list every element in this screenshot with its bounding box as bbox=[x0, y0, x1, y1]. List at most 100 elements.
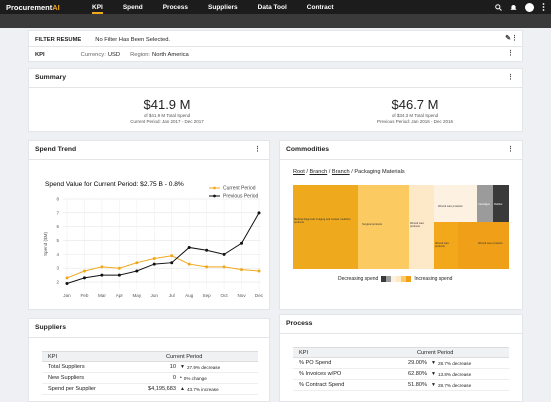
legend-marker bbox=[213, 186, 216, 190]
crumb-branch-1[interactable]: Branch bbox=[309, 169, 328, 175]
table-row[interactable]: Spend per Supplier $4,195,683 ▲ 43.7% incre… bbox=[42, 384, 258, 395]
summary-menu-icon[interactable]: ⋮ bbox=[507, 74, 514, 81]
chart-title: Spend Value for Current Period: $2.75 B … bbox=[45, 181, 184, 188]
treemap-cell[interactable]: Wound care products bbox=[434, 222, 458, 269]
more-vertical-icon[interactable] bbox=[542, 3, 545, 11]
nav-process[interactable]: Process bbox=[162, 3, 189, 11]
data-point bbox=[65, 281, 69, 285]
data-point bbox=[170, 261, 174, 265]
data-point bbox=[117, 266, 121, 270]
kpi-label: KPI bbox=[35, 51, 45, 58]
y-tick-label: 6 bbox=[56, 224, 59, 229]
current-spend-total: of $41.9 M Total Spend bbox=[143, 113, 191, 118]
edit-filter-icon[interactable]: ✎⋮ bbox=[505, 35, 518, 42]
col-current-period: Current Period bbox=[166, 353, 203, 360]
region-value[interactable]: North America bbox=[152, 51, 189, 58]
nav-suppliers[interactable]: Suppliers bbox=[208, 3, 238, 11]
summary-panel: Summary ⋮ $41.9 M of $41.9 M Total Spend… bbox=[28, 68, 523, 132]
x-tick-label: Jul bbox=[169, 293, 175, 298]
spend-trend-panel: Spend Trend ⋮ Spend Value for Current Pe… bbox=[28, 140, 270, 310]
data-point bbox=[170, 254, 174, 258]
bell-icon[interactable] bbox=[510, 4, 517, 11]
nav-contract[interactable]: Contract bbox=[306, 3, 334, 11]
currency-value[interactable]: USD bbox=[107, 51, 121, 58]
filter-panel: FILTER RESUME No Filter Has Been Selecte… bbox=[28, 30, 523, 62]
crumb-current: Packaging Materials bbox=[354, 169, 405, 175]
suppliers-table: KPI Current Period Total Suppliers 10 ▼ 27.9… bbox=[42, 351, 258, 395]
data-point bbox=[187, 245, 191, 249]
nav-spend[interactable]: Spend bbox=[122, 3, 143, 11]
filter-label: FILTER RESUME bbox=[35, 36, 82, 43]
treemap-cell[interactable]: Wound care products bbox=[409, 185, 434, 269]
commodities-menu-icon[interactable]: ⋮ bbox=[507, 146, 514, 153]
spend-trend-title: Spend Trend bbox=[35, 146, 77, 153]
suppliers-title: Suppliers bbox=[35, 324, 66, 331]
x-tick-label: Sep bbox=[203, 293, 212, 298]
data-point bbox=[257, 269, 261, 273]
data-point bbox=[135, 269, 139, 273]
data-point bbox=[100, 265, 104, 269]
data-point bbox=[205, 248, 209, 252]
commodities-title: Commodities bbox=[286, 146, 330, 153]
table-row[interactable]: % Invoices w/PO 62.80% ▼ 13.8% decrease bbox=[293, 369, 509, 380]
series-line-previous bbox=[66, 212, 260, 284]
currency-label: Currency: bbox=[80, 51, 106, 58]
x-tick-label: Apr bbox=[116, 293, 124, 298]
crumb-branch-2[interactable]: Branch bbox=[331, 169, 350, 175]
col-kpi: KPI bbox=[48, 353, 58, 360]
y-tick-label: 2 bbox=[56, 280, 59, 285]
commodities-treemap: Medical diagnostic imaging and nuclear m… bbox=[293, 185, 509, 269]
treemap-cell[interactable]: Wound care products bbox=[434, 185, 477, 222]
data-point bbox=[240, 241, 244, 245]
treemap-cell[interactable]: Medical diagnostic imaging and nuclear m… bbox=[293, 185, 358, 269]
data-point bbox=[152, 257, 156, 261]
crumb-root[interactable]: Root bbox=[293, 169, 305, 175]
search-icon[interactable] bbox=[495, 3, 502, 11]
y-tick-label: 3 bbox=[56, 266, 59, 271]
process-title: Process bbox=[286, 320, 313, 327]
app-logo[interactable]: ProcurementAI bbox=[6, 2, 60, 12]
treemap-cell[interactable]: Wound care products bbox=[458, 222, 509, 269]
col-current-period: Current Period bbox=[417, 349, 454, 356]
col-kpi: KPI bbox=[299, 349, 309, 356]
sub-header-bar bbox=[0, 14, 551, 28]
spend-trend-menu-icon[interactable]: ⋮ bbox=[254, 146, 261, 153]
current-spend-value: $41.9 M bbox=[143, 97, 191, 112]
x-tick-label: Dec bbox=[255, 293, 264, 298]
y-tick-label: 7 bbox=[56, 210, 59, 215]
legend-marker bbox=[213, 194, 216, 198]
nav-data-tool[interactable]: Data Tool bbox=[257, 3, 287, 11]
table-row[interactable]: % Contract Spend 51.80% ▼ 28.7% decrease bbox=[293, 380, 509, 391]
x-tick-label: Aug bbox=[185, 293, 194, 298]
data-point bbox=[187, 262, 191, 266]
kpi-menu-icon[interactable]: ⋮ bbox=[507, 50, 514, 57]
commodities-panel: Commodities ⋮ Root / Branch / Branch / P… bbox=[279, 140, 523, 310]
data-point bbox=[222, 265, 226, 269]
top-navigation-bar: ProcurementAI KPI Spend Process Supplier… bbox=[0, 0, 551, 14]
region-label: Region: bbox=[130, 51, 151, 58]
x-tick-label: Jan bbox=[63, 293, 71, 298]
legend-increasing: Increasing spend bbox=[414, 276, 453, 282]
data-point bbox=[117, 273, 121, 277]
treemap-cell[interactable]: Cartridges bbox=[477, 185, 493, 222]
x-tick-label: Oct bbox=[221, 293, 229, 298]
x-tick-label: Nov bbox=[237, 293, 246, 298]
table-row[interactable]: New Suppliers 0 • 0% change bbox=[42, 373, 258, 384]
spend-trend-chart: Spend Value for Current Period: $2.75 B … bbox=[43, 181, 264, 298]
filter-value: No Filter Has Been Selected. bbox=[95, 36, 171, 43]
legend-label: Current Period bbox=[223, 186, 256, 192]
treemap-cell[interactable]: Rubber bbox=[493, 185, 509, 222]
table-row[interactable]: Total Suppliers 10 ▼ 27.9% decrease bbox=[42, 362, 258, 373]
process-panel: Process KPI Current Period % PO Spend 29.0… bbox=[279, 314, 523, 402]
legend-label: Previous Period bbox=[223, 194, 259, 200]
data-point bbox=[65, 276, 69, 280]
nav-kpi[interactable]: KPI bbox=[92, 3, 103, 14]
treemap-legend: Decreasing spend Increasing spend bbox=[338, 276, 452, 282]
x-tick-label: Jun bbox=[151, 293, 159, 298]
data-point bbox=[135, 261, 139, 265]
data-point bbox=[82, 276, 86, 280]
data-point bbox=[222, 252, 226, 256]
treemap-cell[interactable]: Surgical products bbox=[358, 185, 409, 269]
avatar[interactable] bbox=[525, 2, 534, 12]
table-row[interactable]: % PO Spend 29.00% ▼ 28.7% decrease bbox=[293, 358, 509, 369]
